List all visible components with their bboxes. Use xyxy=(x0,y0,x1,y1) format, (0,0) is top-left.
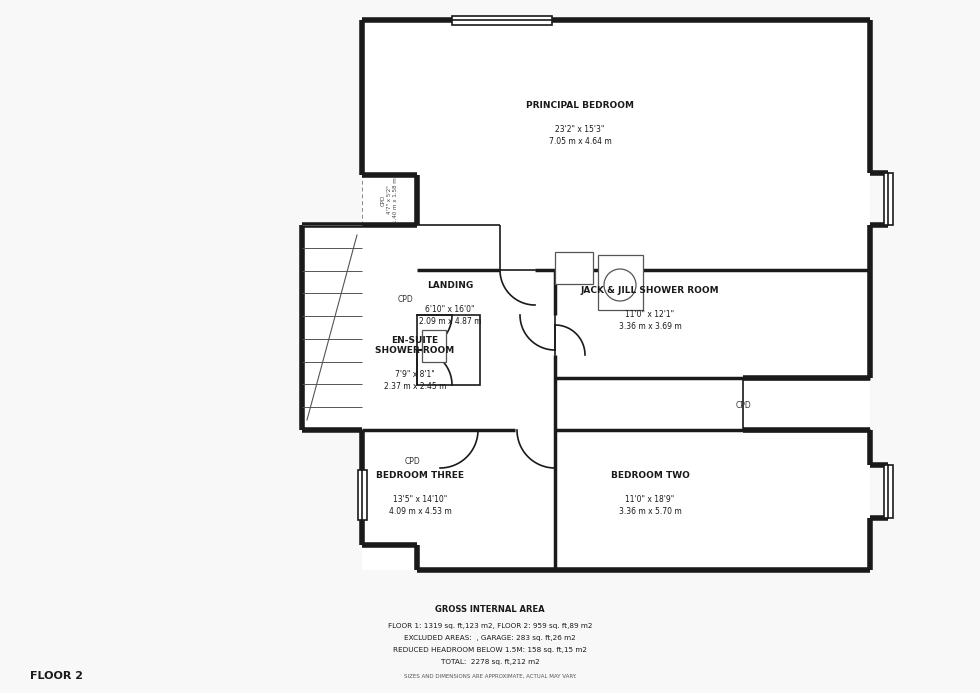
Text: SIZES AND DIMENSIONS ARE APPROXIMATE, ACTUAL MAY VARY.: SIZES AND DIMENSIONS ARE APPROXIMATE, AC… xyxy=(404,674,576,678)
Text: 6'10" x 16'0"
2.09 m x 4.87 m: 6'10" x 16'0" 2.09 m x 4.87 m xyxy=(418,305,481,326)
Text: CPD: CPD xyxy=(397,295,413,304)
Text: GROSS INTERNAL AREA: GROSS INTERNAL AREA xyxy=(435,606,545,615)
Bar xyxy=(452,15,552,24)
Text: 11'0" x 12'1"
3.36 m x 3.69 m: 11'0" x 12'1" 3.36 m x 3.69 m xyxy=(618,310,681,331)
Text: REDUCED HEADROOM BELOW 1.5M: 158 sq. ft,15 m2: REDUCED HEADROOM BELOW 1.5M: 158 sq. ft,… xyxy=(393,647,587,653)
Text: LANDING: LANDING xyxy=(427,281,473,290)
Text: BEDROOM TWO: BEDROOM TWO xyxy=(611,471,690,480)
Text: 7'9" x 8'1"
2.37 m x 2.45 m: 7'9" x 8'1" 2.37 m x 2.45 m xyxy=(384,370,446,391)
Text: CPD
4'7" x 5'2"
1.40 m x 1.58 m: CPD 4'7" x 5'2" 1.40 m x 1.58 m xyxy=(380,177,398,223)
Text: 23'2" x 15'3"
7.05 m x 4.64 m: 23'2" x 15'3" 7.05 m x 4.64 m xyxy=(549,125,612,146)
Bar xyxy=(884,173,893,225)
Text: CPD: CPD xyxy=(405,457,420,466)
Text: BEDROOM THREE: BEDROOM THREE xyxy=(376,471,464,480)
Bar xyxy=(555,252,593,284)
Text: 11'0" x 18'9"
3.36 m x 5.70 m: 11'0" x 18'9" 3.36 m x 5.70 m xyxy=(618,495,681,516)
Bar xyxy=(422,330,446,362)
Bar xyxy=(417,315,480,385)
Text: CPD: CPD xyxy=(735,401,751,410)
Text: TOTAL:  2278 sq. ft,212 m2: TOTAL: 2278 sq. ft,212 m2 xyxy=(441,659,539,665)
Bar xyxy=(302,225,362,430)
Text: FLOOR 2: FLOOR 2 xyxy=(30,671,83,681)
Bar xyxy=(362,20,870,570)
Bar xyxy=(358,470,367,520)
Text: EN-SUITE
SHOWER ROOM: EN-SUITE SHOWER ROOM xyxy=(375,335,455,355)
Text: FLOOR 1: 1319 sq. ft,123 m2, FLOOR 2: 959 sq. ft,89 m2: FLOOR 1: 1319 sq. ft,123 m2, FLOOR 2: 95… xyxy=(388,623,592,629)
Bar xyxy=(884,465,893,518)
Text: EXCLUDED AREAS:  , GARAGE: 283 sq. ft,26 m2: EXCLUDED AREAS: , GARAGE: 283 sq. ft,26 … xyxy=(404,635,576,641)
Text: 13'5" x 14'10"
4.09 m x 4.53 m: 13'5" x 14'10" 4.09 m x 4.53 m xyxy=(389,495,452,516)
Text: PRINCIPAL BEDROOM: PRINCIPAL BEDROOM xyxy=(526,101,634,110)
Bar xyxy=(598,255,643,310)
Text: JACK & JILL SHOWER ROOM: JACK & JILL SHOWER ROOM xyxy=(581,286,719,295)
